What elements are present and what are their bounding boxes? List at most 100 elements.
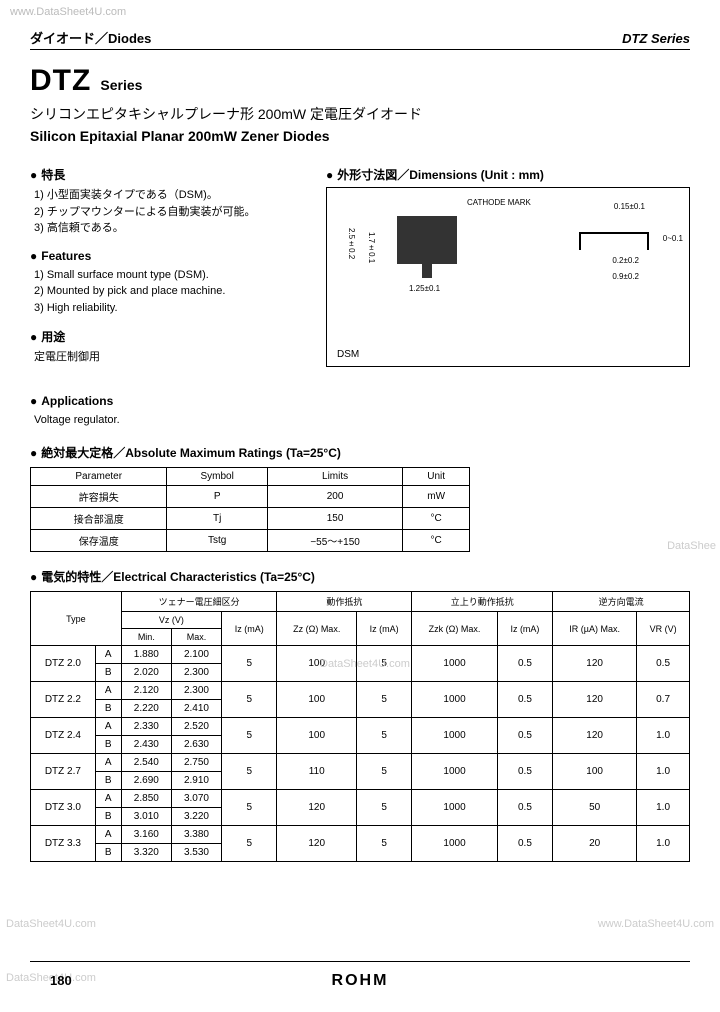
cell: 20 bbox=[553, 826, 637, 862]
abs-ratings-table: Parameter Symbol Limits Unit 許容損失P200mW … bbox=[30, 467, 470, 552]
table-row: DTZ 2.2 A 2.120 2.300 5 100 5 1000 0.5 1… bbox=[31, 682, 690, 700]
cell: 2.910 bbox=[171, 772, 221, 790]
col-header: IR (µA) Max. bbox=[553, 612, 637, 646]
title-block: DTZ Series シリコンエピタキシャルプレーナ形 200mW 定電圧ダイオ… bbox=[30, 64, 690, 144]
cell: 5 bbox=[356, 718, 411, 754]
package-type-label: DSM bbox=[337, 349, 359, 360]
cell: A bbox=[95, 682, 121, 700]
features-jp-list: 1) 小型面実装タイプである（DSM)。 2) チップマウンターによる自動実装が… bbox=[34, 187, 310, 237]
cell: 0.5 bbox=[637, 646, 690, 682]
brand-logo: ROHM bbox=[332, 972, 389, 990]
cell: 2.690 bbox=[121, 772, 171, 790]
applications-jp-text: 定電圧制御用 bbox=[34, 349, 310, 366]
cell: 5 bbox=[222, 682, 277, 718]
cell: 2.520 bbox=[171, 718, 221, 736]
features-column: 特長 1) 小型面実装タイプである（DSM)。 2) チップマウンターによる自動… bbox=[30, 166, 310, 378]
cell: 5 bbox=[356, 826, 411, 862]
cell: 200 bbox=[267, 486, 402, 508]
header-category: ダイオード／Diodes bbox=[30, 28, 151, 47]
cell: 許容損失 bbox=[31, 486, 167, 508]
feature-jp-item: 1) 小型面実装タイプである（DSM)。 bbox=[34, 187, 310, 204]
cell-type: DTZ 2.0 bbox=[31, 646, 96, 682]
watermark-bottom-left: DataSheet4U.com bbox=[6, 918, 96, 930]
table-sub-header-row: Vz (V) Iz (mA) Zz (Ω) Max. Iz (mA) Zzk (… bbox=[31, 612, 690, 629]
cell: 120 bbox=[277, 826, 356, 862]
feature-en-item: 2) Mounted by pick and place machine. bbox=[34, 283, 310, 300]
dim-label: 0.2±0.2 bbox=[612, 256, 639, 265]
package-top-view-icon bbox=[397, 216, 457, 264]
subtitle-jp: シリコンエピタキシャルプレーナ形 200mW 定電圧ダイオード bbox=[30, 104, 690, 124]
cell: 120 bbox=[553, 718, 637, 754]
cell: 3.160 bbox=[121, 826, 171, 844]
page-number: 180 bbox=[50, 973, 72, 988]
cell: 2.330 bbox=[121, 718, 171, 736]
col-header: Vz (V) bbox=[121, 612, 221, 629]
dim-label: 1.7±0.1 bbox=[367, 232, 376, 263]
table-row: DTZ 3.3 A 3.160 3.380 5 120 5 1000 0.5 2… bbox=[31, 826, 690, 844]
elec-char-table: Type ツェナー電圧細区分 動作抵抗 立上り動作抵抗 逆方向電流 Vz (V)… bbox=[30, 591, 690, 862]
cell: −55〜+150 bbox=[267, 530, 402, 552]
dim-label: 1.25±0.1 bbox=[409, 284, 440, 293]
cell: 1000 bbox=[412, 682, 497, 718]
cell: 2.750 bbox=[171, 754, 221, 772]
cell: 2.850 bbox=[121, 790, 171, 808]
col-header: Iz (mA) bbox=[356, 612, 411, 646]
cell: 5 bbox=[356, 682, 411, 718]
watermark-mid: DataSheet4U.com bbox=[320, 658, 410, 670]
cell: B bbox=[95, 736, 121, 754]
cell: 5 bbox=[222, 754, 277, 790]
cell: Tstg bbox=[167, 530, 267, 552]
cell: °C bbox=[403, 530, 470, 552]
dim-label: 2.5±0.2 bbox=[347, 228, 356, 259]
cell: 150 bbox=[267, 508, 402, 530]
subtitle-en: Silicon Epitaxial Planar 200mW Zener Dio… bbox=[30, 128, 690, 144]
cell: 2.410 bbox=[171, 700, 221, 718]
cell: 1000 bbox=[412, 718, 497, 754]
cell: 2.630 bbox=[171, 736, 221, 754]
cell-type: DTZ 2.7 bbox=[31, 754, 96, 790]
app-en-text: Voltage regulator. bbox=[34, 412, 690, 429]
cell: 0.7 bbox=[637, 682, 690, 718]
feature-en-item: 1) Small surface mount type (DSM). bbox=[34, 267, 310, 284]
col-header: Symbol bbox=[167, 468, 267, 486]
watermark-right: DataShee bbox=[667, 540, 716, 552]
watermark-bottom-right: www.DataSheet4U.com bbox=[598, 918, 714, 930]
cell: 50 bbox=[553, 790, 637, 826]
applications-en-head: Applications bbox=[30, 394, 690, 408]
title-sub: Series bbox=[100, 77, 142, 93]
dimensions-diagram: CATHODE MARK 2.5±0.2 1.7±0.1 1.25±0.1 0.… bbox=[326, 187, 690, 367]
table-row: DTZ 2.4 A 2.330 2.520 5 100 5 1000 0.5 1… bbox=[31, 718, 690, 736]
title-main: DTZ bbox=[30, 64, 91, 98]
cell: 1.0 bbox=[637, 790, 690, 826]
applications-en-block: Applications Voltage regulator. bbox=[30, 394, 690, 429]
cell: P bbox=[167, 486, 267, 508]
cell: 0.5 bbox=[497, 646, 552, 682]
table-row: 接合部温度Tj150°C bbox=[31, 508, 470, 530]
cell: 5 bbox=[222, 646, 277, 682]
cell: A bbox=[95, 718, 121, 736]
cell: 2.300 bbox=[171, 664, 221, 682]
table-group-header-row: Type ツェナー電圧細区分 動作抵抗 立上り動作抵抗 逆方向電流 bbox=[31, 592, 690, 612]
cell: A bbox=[95, 646, 121, 664]
abs-ratings-title: 絶対最大定格／Absolute Maximum Ratings (Ta=25°C… bbox=[30, 444, 690, 461]
col-group-header: 立上り動作抵抗 bbox=[412, 592, 553, 612]
cell: 0.5 bbox=[497, 826, 552, 862]
col-header: Zz (Ω) Max. bbox=[277, 612, 356, 646]
dimensions-column: 外形寸法図／Dimensions (Unit : mm) CATHODE MAR… bbox=[326, 166, 690, 378]
cell: 5 bbox=[356, 754, 411, 790]
col-header: Iz (mA) bbox=[497, 612, 552, 646]
cell: 2.020 bbox=[121, 664, 171, 682]
feature-en-item: 3) High reliability. bbox=[34, 300, 310, 317]
cell: 2.540 bbox=[121, 754, 171, 772]
elec-char-title: 電気的特性／Electrical Characteristics (Ta=25°… bbox=[30, 568, 690, 585]
cell: 1000 bbox=[412, 646, 497, 682]
cell: 3.530 bbox=[171, 844, 221, 862]
header-series: DTZ Series bbox=[622, 31, 690, 46]
table-row: DTZ 2.7 A 2.540 2.750 5 110 5 1000 0.5 1… bbox=[31, 754, 690, 772]
col-group-header: 動作抵抗 bbox=[277, 592, 412, 612]
cell: Tj bbox=[167, 508, 267, 530]
col-header: Max. bbox=[171, 629, 221, 646]
cell-type: DTZ 3.0 bbox=[31, 790, 96, 826]
applications-jp-head: 用途 bbox=[30, 328, 310, 345]
cell: A bbox=[95, 826, 121, 844]
